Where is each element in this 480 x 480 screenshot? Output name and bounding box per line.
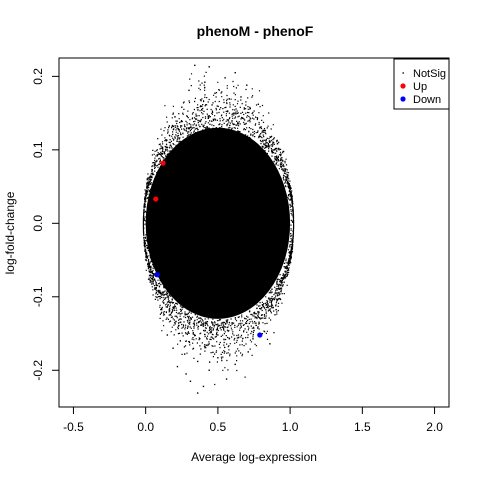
notsig-point: [205, 344, 208, 346]
y-tick-label: 0.1: [31, 141, 45, 158]
notsig-point: [234, 363, 236, 366]
notsig-point: [247, 351, 249, 353]
y-tick-label: -0.1: [31, 286, 45, 307]
series-up: [153, 160, 166, 202]
notsig-point: [176, 365, 179, 368]
notsig-point: [199, 99, 202, 101]
notsig-point: [225, 378, 228, 380]
notsig-point: [181, 106, 183, 108]
x-tick-label: 0.0: [137, 420, 154, 434]
y-axis-label: log-fold-change: [3, 191, 17, 274]
notsig-point: [202, 385, 205, 388]
notsig-point: [194, 64, 196, 67]
notsig-point: [179, 340, 182, 342]
down-point: [154, 272, 160, 278]
notsig-point: [253, 329, 255, 332]
legend-marker-down: [400, 96, 406, 102]
notsig-point: [217, 357, 219, 359]
notsig-point: [214, 92, 216, 94]
notsig-point: [208, 66, 210, 68]
series-notsig: [142, 64, 295, 394]
notsig-point-cloud: [145, 127, 291, 319]
legend-marker-up: [400, 83, 406, 89]
x-tick-label: -0.5: [63, 420, 84, 434]
x-tick-label: 2.0: [426, 420, 443, 434]
y-tick-label: 0.0: [31, 215, 45, 232]
notsig-point: [224, 77, 226, 79]
notsig-point: [208, 369, 210, 371]
chart-title: phenoM - phenoF: [197, 23, 314, 39]
y-axis: -0.2 -0.1 0.0 0.1 0.2: [31, 68, 60, 381]
notsig-point: [240, 96, 242, 98]
notsig-point: [166, 334, 169, 336]
notsig-point: [172, 347, 174, 349]
x-axis: -0.5 0.0 0.5 1.0 1.5 2.0: [63, 406, 443, 434]
x-axis-label: Average log-expression: [191, 450, 317, 464]
legend-marker-notsig: [402, 72, 404, 74]
legend-label-up: Up: [413, 81, 427, 93]
x-tick-label: 0.5: [210, 420, 227, 434]
x-tick-label: 1.5: [354, 420, 371, 434]
notsig-point: [192, 332, 195, 334]
notsig-point: [228, 337, 231, 340]
notsig-point: [246, 84, 248, 86]
y-tick-label: -0.2: [31, 360, 45, 381]
notsig-point: [204, 81, 206, 83]
up-point: [153, 196, 159, 202]
notsig-point: [183, 353, 186, 355]
notsig-point: [196, 360, 199, 363]
data-points: [142, 64, 295, 394]
notsig-point: [257, 103, 260, 105]
legend-label-notsig: NotSig: [413, 68, 446, 80]
notsig-point: [185, 373, 187, 375]
legend-label-down: Down: [413, 94, 441, 106]
notsig-point: [189, 380, 192, 382]
notsig-point: [196, 392, 199, 394]
down-point: [257, 332, 263, 338]
x-tick-label: 1.0: [282, 420, 299, 434]
up-point: [160, 160, 166, 166]
series-down: [154, 272, 263, 338]
notsig-point: [188, 89, 190, 92]
notsig-point: [234, 71, 236, 74]
notsig-point: [269, 343, 271, 345]
y-tick-label: 0.2: [31, 68, 45, 85]
